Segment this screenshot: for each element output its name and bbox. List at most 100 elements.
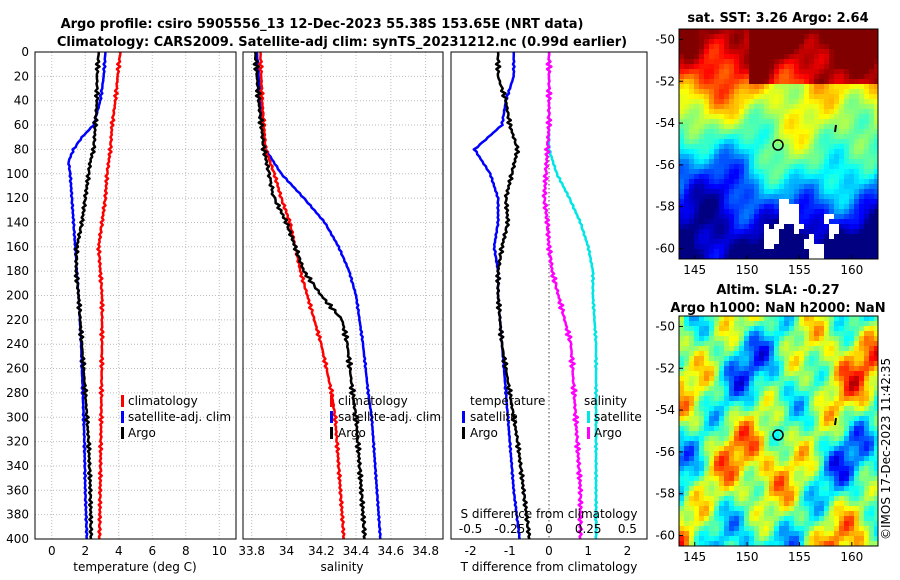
sst-cell [699, 129, 704, 134]
sla-cell [864, 446, 869, 451]
sla-cell [794, 446, 799, 451]
sst-cell [834, 84, 839, 89]
sla-cell [854, 351, 859, 356]
sst-cell [714, 239, 719, 244]
sla-cell [739, 446, 744, 451]
sst-cell [819, 74, 824, 79]
sst-cell [869, 104, 874, 109]
sla-cell [734, 411, 739, 416]
sla-cell [754, 421, 759, 426]
sla-cell [744, 516, 749, 521]
sst-cell [804, 144, 809, 149]
sla-cell [699, 526, 704, 531]
sst-cell [859, 39, 864, 44]
sla-cell [769, 346, 774, 351]
sst-cell [709, 74, 714, 79]
sst-cell [739, 244, 744, 249]
sst-cell [794, 194, 799, 199]
sla-cell [789, 401, 794, 406]
sst-cell [834, 244, 839, 249]
sla-cell [724, 406, 729, 411]
sla-cell [694, 331, 699, 336]
sla-cell [734, 461, 739, 466]
sst-cell [759, 59, 764, 64]
sla-cell [754, 486, 759, 491]
sla-cell [754, 351, 759, 356]
sst-cell [694, 249, 699, 254]
sla-cell [854, 391, 859, 396]
sst-cell [749, 239, 754, 244]
salinity-satellite-diff-line [546, 52, 599, 539]
sst-cell [804, 34, 809, 39]
sla-cell [839, 321, 844, 326]
sla-cell [874, 341, 878, 346]
sla-cell [834, 341, 839, 346]
sla-cell [834, 371, 839, 376]
sst-cell [814, 234, 819, 239]
sla-cell [789, 521, 794, 526]
sla-cell [729, 441, 734, 446]
sla-cell [754, 496, 759, 501]
sla-cell [794, 476, 799, 481]
sla-cell [699, 521, 704, 526]
sla-cell [764, 466, 769, 471]
sst-cell [699, 239, 704, 244]
sst-cell [809, 234, 814, 239]
sla-cell [699, 536, 704, 541]
sla-cell [809, 336, 814, 341]
sst-cell [734, 119, 739, 124]
sla-cell [864, 341, 869, 346]
sla-cell [734, 541, 739, 546]
sla-cell [699, 431, 704, 436]
sst-cell [709, 164, 714, 169]
sla-cell [814, 371, 819, 376]
sla-cell [749, 461, 754, 466]
sla-cell [799, 496, 804, 501]
sla-cell [834, 486, 839, 491]
sst-cell [739, 94, 744, 99]
sla-cell [764, 516, 769, 521]
sla-cell [704, 521, 709, 526]
sla-cell [749, 376, 754, 381]
sla-cell [739, 501, 744, 506]
sst-cell [854, 179, 859, 184]
sla-cell [684, 466, 689, 471]
sst-cell [824, 134, 829, 139]
sst-cell [729, 69, 734, 74]
sla-cell [784, 431, 789, 436]
sst-cell [834, 44, 839, 49]
sla-cell [854, 511, 859, 516]
sst-cell [739, 149, 744, 154]
sst-cell [864, 89, 869, 94]
sla-cell [684, 361, 689, 366]
sst-cell [834, 69, 839, 74]
sla-cell [834, 366, 839, 371]
sst-cell [739, 109, 744, 114]
sla-cell [724, 421, 729, 426]
sst-cell [799, 249, 804, 254]
sla-cell [694, 461, 699, 466]
sla-cell [784, 541, 789, 546]
sst-cell [809, 84, 814, 89]
sst-cell [689, 139, 694, 144]
sst-cell [844, 59, 849, 64]
sla-cell [704, 501, 709, 506]
sst-cell [749, 74, 754, 79]
sla-cell [809, 431, 814, 436]
sst-cell [844, 99, 849, 104]
sst-cell [864, 149, 869, 154]
sst-cell [704, 239, 709, 244]
sla-cell [874, 466, 878, 471]
sla-cell [709, 366, 714, 371]
sla-cell [734, 391, 739, 396]
salinity-tick-label: 34.8 [412, 544, 439, 558]
sst-cell [834, 149, 839, 154]
sla-cell [744, 426, 749, 431]
sla-cell [724, 451, 729, 456]
sst-cell [789, 139, 794, 144]
sst-cell [734, 29, 739, 34]
sla-cell [829, 366, 834, 371]
sst-cell [789, 84, 794, 89]
sst-cell [849, 59, 854, 64]
sst-cell [864, 224, 869, 229]
